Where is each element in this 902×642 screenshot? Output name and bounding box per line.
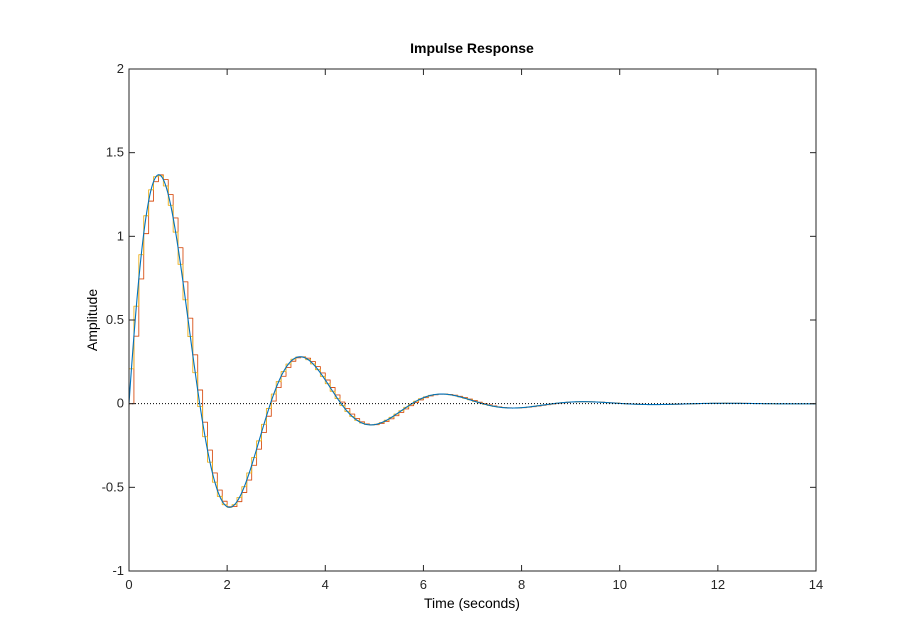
y-tick-label: 1.5 [106, 145, 124, 160]
x-tick-label: 12 [711, 577, 725, 592]
x-tick-label: 2 [224, 577, 231, 592]
x-tick-label: 10 [612, 577, 626, 592]
x-tick-label: 0 [125, 577, 132, 592]
x-axis-label: Time (seconds) [424, 595, 520, 611]
y-tick-label: 0.5 [106, 312, 124, 327]
series-layer [128, 174, 817, 508]
y-tick-label: 1 [117, 228, 124, 243]
y-axis-label: Amplitude [84, 289, 100, 351]
x-tick-label: 6 [420, 577, 427, 592]
y-tick-label: 2 [117, 61, 124, 76]
y-tick-label: -0.5 [102, 479, 124, 494]
y-tick-label: -1 [112, 563, 124, 578]
x-tick-label: 4 [322, 577, 329, 592]
x-tick-label: 8 [518, 577, 525, 592]
axes-background [129, 69, 816, 571]
x-tick-label: 14 [809, 577, 823, 592]
continuous-response-line [128, 174, 817, 508]
chart-title: Impulse Response [410, 40, 534, 56]
tick-layer: 0 2 4 6 8 10 12 14 -1 -0.5 0 0.5 1 1.5 2 [102, 61, 824, 592]
y-tick-label: 0 [117, 396, 124, 411]
